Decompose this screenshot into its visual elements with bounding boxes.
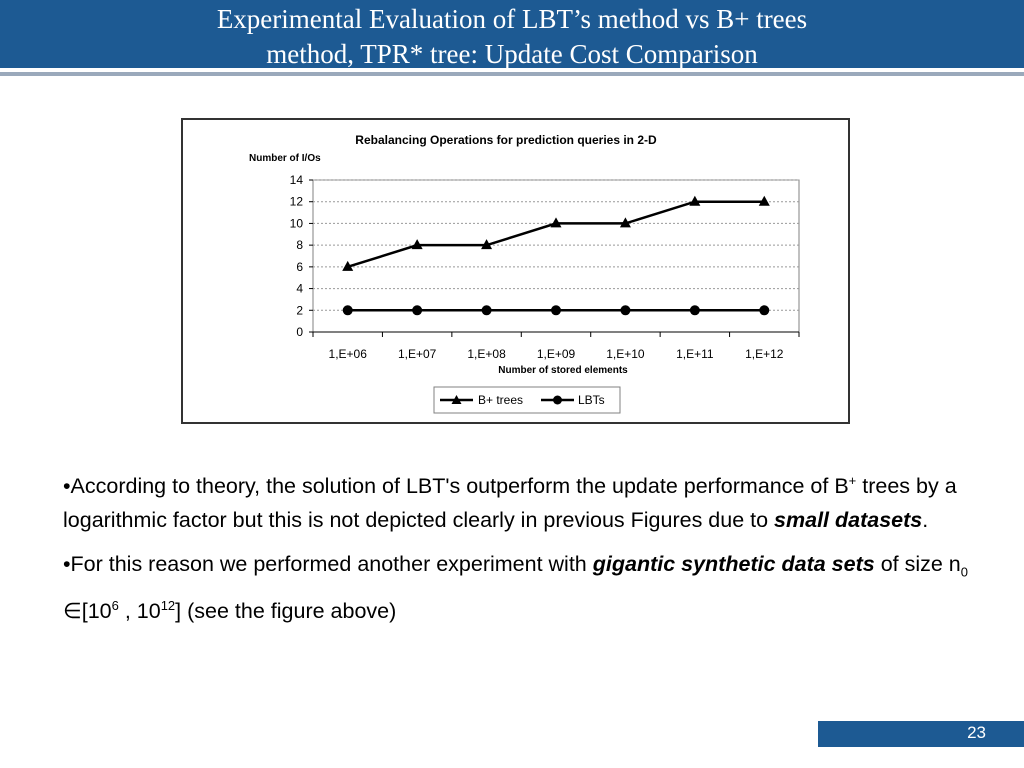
data-point-lbts (551, 305, 561, 316)
x-tick-label: 1,E+06 (329, 347, 368, 361)
data-point-b-plus-trees (550, 217, 562, 228)
data-point-lbts (412, 305, 423, 316)
x-tick-label: 1,E+08 (467, 347, 506, 361)
data-point-lbts (620, 305, 631, 316)
legend-b-plus-trees-label: B+ trees (478, 393, 523, 407)
y-tick-label: 8 (296, 238, 303, 252)
y-tick-label: 12 (290, 195, 304, 209)
page-number: 23 (967, 723, 986, 742)
series-layer (342, 195, 770, 316)
emphasis-gigantic-data-sets: gigantic synthetic data sets (592, 552, 875, 577)
data-point-b-plus-trees (758, 195, 770, 206)
x-tick-label: 1,E+07 (398, 347, 437, 361)
x-tick-label: 1,E+09 (537, 347, 576, 361)
y-tick-label: 6 (296, 260, 303, 274)
grid-lines (313, 179, 799, 311)
y-tick-label: 4 (296, 282, 303, 296)
y-tick-label: 14 (290, 173, 304, 187)
data-point-b-plus-trees (619, 217, 631, 228)
data-point-lbts (689, 305, 700, 316)
header-divider (0, 68, 1024, 72)
x-tick-label: 1,E+12 (745, 347, 784, 361)
y-axis-label: Number of I/Os (249, 153, 321, 164)
legend-lbts-marker (553, 395, 562, 405)
data-point-b-plus-trees (689, 195, 701, 206)
slide-body: •According to theory, the solution of LB… (63, 464, 1018, 639)
line-chart: Rebalancing Operations for prediction qu… (249, 133, 800, 414)
data-point-b-plus-trees (481, 239, 493, 250)
data-point-lbts (481, 305, 492, 316)
body-paragraph-1: •According to theory, the solution of LB… (63, 473, 957, 533)
data-point-lbts (342, 305, 353, 316)
emphasis-small-datasets: small datasets (774, 508, 923, 533)
slide-header (0, 0, 1024, 68)
x-axis-label: Number of stored elements (498, 365, 628, 376)
data-point-b-plus-trees (411, 239, 423, 250)
y-tick-label: 0 (296, 325, 303, 339)
data-point-b-plus-trees (342, 260, 354, 271)
legend-lbts-label: LBTs (578, 393, 605, 407)
slide-title: Experimental Evaluation of LBT’s method … (0, 2, 1024, 72)
x-tick-label: 1,E+10 (606, 347, 645, 361)
header-divider-shadow (0, 72, 1024, 76)
x-tick-label: 1,E+11 (676, 347, 714, 361)
data-point-lbts (759, 305, 770, 316)
slide-title-line-2: method, TPR* tree: Update Cost Compariso… (266, 39, 758, 69)
y-tick-label: 2 (296, 303, 303, 317)
y-tick-label: 10 (290, 216, 304, 230)
chart-frame: Rebalancing Operations for prediction qu… (181, 118, 850, 424)
legend-b-plus-trees-marker (451, 395, 462, 404)
footer-bar: 23 (818, 721, 1024, 747)
axis-ticks: 0 2 4 6 8 10 12 14 1,E+06 1,E+07 1,E+08 1,E+09 1,E+1… (290, 173, 800, 361)
slide-title-line-1: Experimental Evaluation of LBT’s method … (216, 4, 808, 34)
chart-legend: B+ trees LBTs (433, 386, 621, 414)
series-line-b-plus-trees (347, 200, 765, 269)
chart-title: Rebalancing Operations for prediction qu… (355, 133, 657, 147)
body-paragraph-2: •For this reason we performed another ex… (63, 552, 968, 624)
